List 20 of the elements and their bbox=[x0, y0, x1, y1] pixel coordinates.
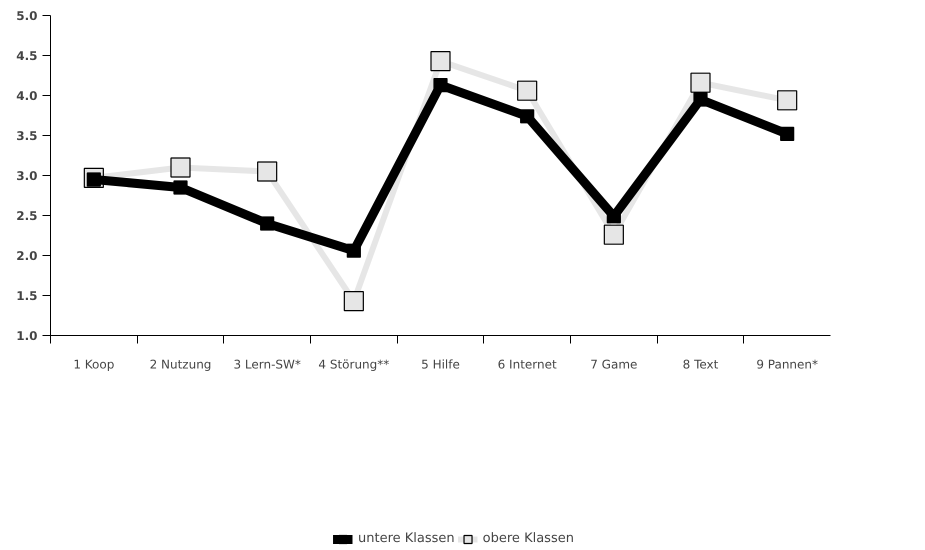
y-tick-label: 3.5 bbox=[16, 129, 38, 143]
y-tick-label: 1.5 bbox=[16, 289, 38, 303]
legend-label: untere Klassen bbox=[358, 531, 455, 546]
y-tick-label: 3.0 bbox=[16, 169, 38, 183]
x-tick-label: 6 Internet bbox=[498, 358, 558, 372]
y-tick-label: 4.5 bbox=[16, 49, 38, 63]
x-tick-label: 8 Text bbox=[682, 358, 719, 372]
y-tick-label: 1.0 bbox=[16, 329, 38, 343]
legend-label: obere Klassen bbox=[482, 531, 574, 546]
x-tick-label: 2 Nutzung bbox=[150, 358, 212, 372]
x-tick-label: 3 Lern-SW* bbox=[233, 358, 301, 372]
y-tick-label: 5.0 bbox=[16, 9, 38, 23]
y-tick-label: 4.0 bbox=[16, 89, 38, 103]
x-tick-label: 1 Koop bbox=[73, 358, 114, 372]
y-tick-label: 2.0 bbox=[16, 249, 38, 263]
x-tick-label: 4 Störung** bbox=[318, 358, 390, 372]
x-tick-label: 9 Pannen* bbox=[756, 358, 818, 372]
x-tick-label: 7 Game bbox=[590, 358, 638, 372]
y-tick-label: 2.5 bbox=[16, 209, 38, 223]
x-tick-label: 5 Hilfe bbox=[421, 358, 460, 372]
